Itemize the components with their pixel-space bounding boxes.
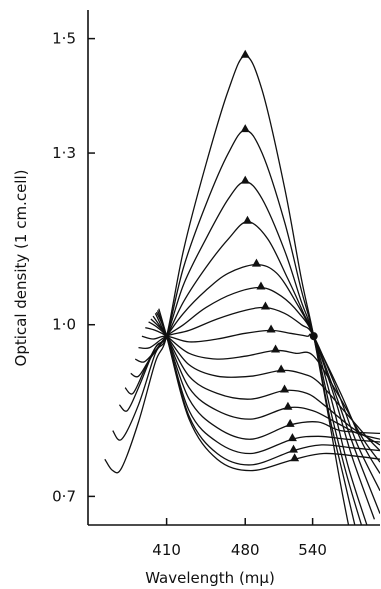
peak-triangle-8 — [266, 324, 276, 333]
peak-triangle-6 — [256, 281, 266, 290]
x-axis-title: Wavelength (mμ) — [145, 569, 275, 587]
peak-triangle-13 — [285, 418, 295, 427]
spectrum-curve-16 — [158, 308, 380, 472]
spectrum-curve-15 — [156, 310, 380, 466]
x-tick-label: 540 — [298, 541, 327, 559]
spectrum-curve-1 — [104, 55, 350, 525]
y-tick-label: 1·3 — [52, 144, 76, 162]
spectrum-curve-9 — [145, 326, 380, 463]
y-tick-label: 0·7 — [52, 487, 76, 505]
spectrum-curve-3 — [118, 181, 363, 525]
peak-triangle-16 — [290, 453, 300, 462]
peak-triangle-14 — [287, 433, 297, 442]
peak-triangle-2 — [240, 124, 250, 133]
y-tick-label: 1·5 — [52, 30, 76, 48]
ticks: 0·7 1·0 1·3 1·5 410 480 540 — [52, 30, 327, 559]
peak-triangle-11 — [280, 384, 290, 393]
peak-markers — [240, 49, 318, 462]
spectrum-curve-5 — [130, 263, 376, 520]
spectra-curves — [104, 55, 380, 525]
peak-triangle-15 — [289, 444, 299, 453]
peak-triangle-9 — [271, 344, 281, 353]
peak-triangle-12 — [283, 401, 293, 410]
isosbestic-point-dot — [309, 332, 318, 341]
y-tick-label: 1·0 — [52, 316, 76, 334]
axes — [87, 10, 380, 526]
peak-triangle-5 — [251, 258, 261, 267]
peak-triangle-4 — [242, 215, 252, 224]
axis-labels: Wavelength (mμ) Optical density (1 cm.cel… — [12, 170, 275, 587]
spectrum-curve-6 — [134, 286, 380, 514]
spectrum-curve-2 — [112, 129, 356, 525]
spectrum-curve-14 — [155, 311, 380, 455]
peak-triangle-3 — [240, 175, 250, 184]
peak-triangle-7 — [260, 301, 270, 310]
y-axis-title: Optical density (1 cm.cell) — [12, 170, 30, 367]
peak-triangle-10 — [276, 364, 286, 373]
spectrum-curve-12 — [152, 315, 380, 440]
x-tick-label: 480 — [231, 541, 260, 559]
peak-triangle-1 — [240, 49, 250, 58]
x-tick-label: 410 — [152, 541, 181, 559]
